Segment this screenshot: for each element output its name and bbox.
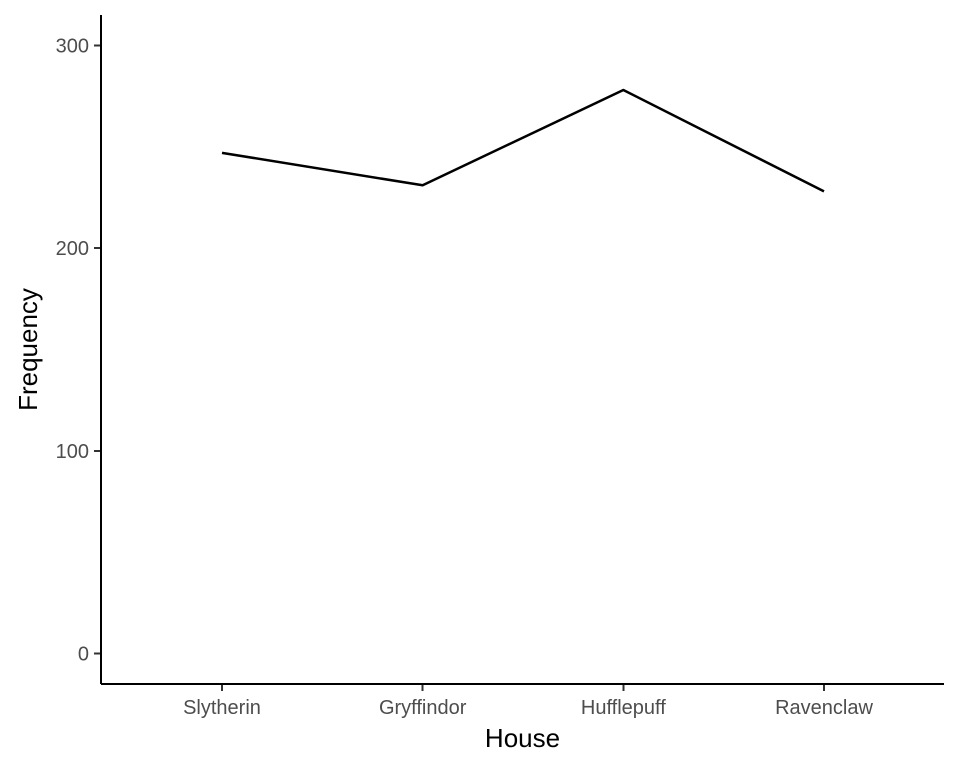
- y-tick-label: 300: [56, 35, 89, 57]
- x-tick-label: Slytherin: [183, 697, 261, 719]
- y-axis-ticks: 0 100 200 300: [56, 35, 101, 666]
- y-tick-label: 200: [56, 238, 89, 260]
- x-axis-title: House: [485, 723, 560, 753]
- y-tick-label: 100: [56, 441, 89, 463]
- x-axis-ticks: Slytherin Gryffindor Hufflepuff Ravenclaw: [183, 684, 873, 719]
- x-tick-label: Ravenclaw: [775, 697, 873, 719]
- x-tick-label: Hufflepuff: [581, 697, 666, 719]
- y-axis-title: Frequency: [13, 288, 43, 411]
- y-tick-label: 0: [78, 644, 89, 666]
- x-tick-label: Gryffindor: [379, 697, 467, 719]
- series-line: [221, 88, 825, 193]
